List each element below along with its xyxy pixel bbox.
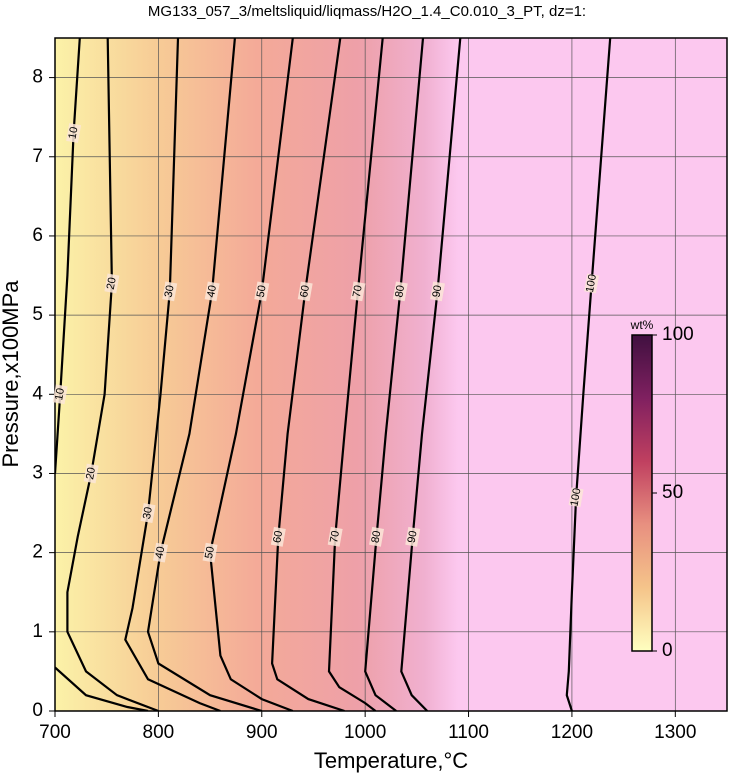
contour-label-text: 10 [53, 387, 67, 401]
contour-label-bg [152, 542, 168, 563]
colorbar-tick-label: 100 [662, 324, 694, 345]
contour-label: 40 [152, 542, 168, 563]
colorbar-tick-label: 50 [662, 482, 683, 503]
contour-label: 80 [369, 526, 384, 547]
contour-line [327, 38, 384, 711]
contour-label-text: 20 [105, 276, 119, 290]
contour-label: 40 [204, 281, 220, 302]
contour-label-bg [140, 503, 156, 523]
y-tick-label: 5 [32, 304, 43, 325]
contour-label: 90 [405, 526, 421, 547]
contour-label: 30 [140, 503, 156, 523]
contour-label: 20 [83, 463, 99, 484]
colorbar: wt% 0 50 100 [630, 318, 694, 661]
x-tick-label: 900 [246, 722, 278, 743]
contour-line [146, 38, 263, 711]
y-tick-label: 0 [32, 700, 43, 721]
contour-label-bg [204, 281, 220, 302]
plot-frame [54, 37, 728, 712]
contour-label-bg [327, 526, 343, 547]
y-tick-label: 7 [32, 146, 43, 167]
contour-label-bg [584, 273, 600, 294]
contour-label-bg [297, 281, 313, 302]
contour-label-text: 100 [584, 273, 599, 293]
contour-label-text: 60 [271, 530, 285, 544]
contour-label-text: 80 [393, 284, 407, 298]
contour-label-bg [66, 123, 82, 143]
contour-line [124, 38, 221, 711]
contour-label-text: 90 [406, 530, 420, 544]
contour-label: 50 [254, 281, 270, 302]
contour-label-text: 100 [568, 487, 583, 507]
contour-label: 70 [350, 281, 366, 302]
contour-label-bg [104, 273, 120, 294]
x-tick-label: 1100 [448, 722, 489, 743]
y-tick-label: 1 [32, 621, 43, 642]
y-tick-label: 6 [32, 225, 43, 246]
contour-label-bg [202, 542, 218, 563]
colorbar-fill [631, 334, 653, 652]
chart-title: MG133_057_3/meltsliquid/liqmass/H2O_1.4_… [148, 3, 586, 20]
contour-label-text: 40 [153, 546, 167, 560]
contour-label-bg [83, 463, 99, 484]
contour-line [208, 38, 294, 711]
contour-label-text: 30 [163, 284, 177, 298]
contour-label: 70 [327, 526, 343, 547]
x-tick-label: 800 [143, 722, 175, 743]
contour-label: 100 [568, 487, 584, 508]
x-tick-label: 1200 [551, 722, 593, 743]
contour-label-text: 70 [351, 284, 365, 298]
contour-label-text: 30 [141, 506, 155, 520]
contour-label: 10 [52, 384, 68, 405]
contour-label-text: 90 [430, 284, 444, 298]
y-tick-label: 8 [32, 67, 43, 88]
contours [55, 38, 612, 711]
contour-label: 80 [392, 281, 408, 302]
x-tick-label: 700 [39, 722, 71, 743]
y-tick-label: 2 [32, 542, 43, 563]
contour-label-text: 60 [298, 284, 312, 298]
x-tick-label: 1300 [654, 722, 696, 743]
contour-label: 50 [202, 542, 218, 563]
contour-label-bg [405, 526, 421, 547]
contour-line [270, 38, 345, 711]
y-tick-label: 3 [32, 462, 43, 483]
contour-label-bg [162, 281, 178, 302]
contour-label: 20 [104, 273, 120, 294]
y-tick-label: 4 [32, 383, 43, 404]
x-tick-label: 1000 [344, 722, 386, 743]
contour-label-bg [392, 281, 408, 302]
contour-label: 10 [66, 123, 82, 143]
contour-label-text: 50 [255, 284, 269, 298]
contour-label: 90 [430, 281, 445, 302]
colorbar-tick-label: 0 [662, 640, 673, 661]
contour-label-bg [430, 281, 445, 302]
contour-label: 60 [270, 526, 286, 547]
contour-label-text: 80 [369, 530, 383, 544]
contour-label: 30 [162, 281, 178, 302]
contour-line [565, 38, 612, 711]
contour-line [55, 38, 149, 711]
y-axis-label: Pressure,x100MPa [0, 280, 23, 468]
contour-label-bg [568, 487, 584, 508]
contour-label: 60 [297, 281, 313, 302]
contour-label-text: 70 [328, 530, 342, 544]
contour-label-bg [369, 526, 384, 547]
contour-line [66, 38, 159, 711]
contour-label-bg [52, 384, 68, 405]
contour-label-text: 20 [84, 466, 98, 480]
contour-label-bg [350, 281, 366, 302]
contour-label-text: 10 [67, 126, 81, 140]
contour-label: 100 [584, 273, 600, 294]
colorbar-label: wt% [630, 318, 654, 332]
contour-label-text: 40 [205, 284, 219, 298]
contour-label-text: 50 [203, 546, 217, 560]
x-axis-label: Temperature,°C [314, 748, 468, 773]
contour-label-bg [270, 526, 286, 547]
contour-label-bg [254, 281, 270, 302]
